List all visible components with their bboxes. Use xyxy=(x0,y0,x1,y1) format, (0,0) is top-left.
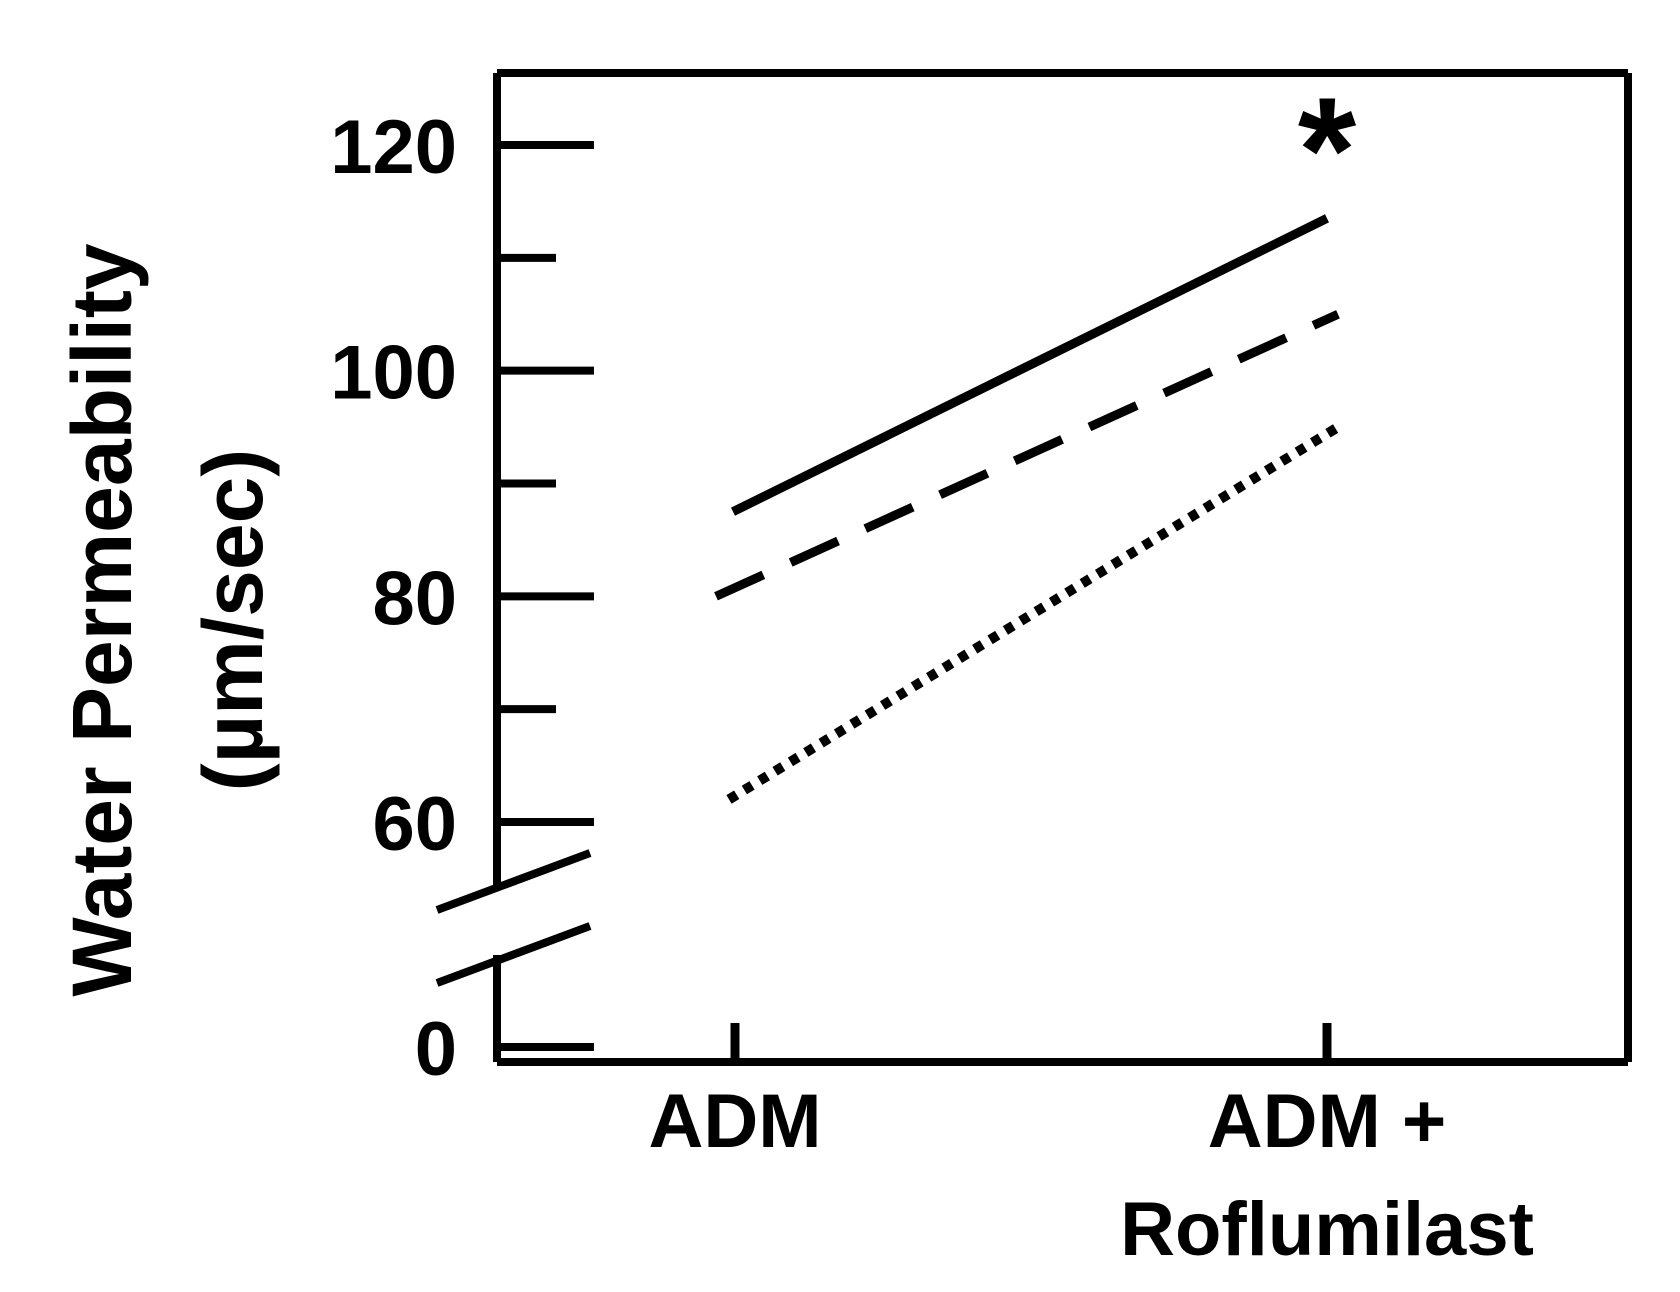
y-axis-unit: (µm/sec) xyxy=(186,449,280,792)
x-tick-label: ADM xyxy=(648,1079,821,1164)
plot-frame xyxy=(435,69,1632,1066)
y-tick-label: 120 xyxy=(330,105,457,190)
y-tick-label: 0 xyxy=(415,1007,457,1092)
x-tick-label-line: ADM + xyxy=(1208,1079,1447,1164)
series-line-dotted xyxy=(726,422,1341,804)
y-tick-label: 100 xyxy=(330,331,457,416)
series-line-solid xyxy=(731,214,1329,516)
x-tick-label-line: Roflumilast xyxy=(1120,1187,1534,1272)
y-tick-label: 60 xyxy=(372,782,457,867)
axis-break-mark xyxy=(435,922,592,987)
y-axis-title: Water Permeability xyxy=(55,243,149,996)
series-line-dashed xyxy=(714,310,1340,601)
x-tick-label: ADM + Roflumilast xyxy=(1120,1079,1534,1272)
significance-marker: * xyxy=(1298,66,1357,234)
axis-break-mark xyxy=(435,849,592,914)
y-tick-label: 80 xyxy=(372,556,457,641)
x-axis-ticks: ADM ADM + Roflumilast xyxy=(648,1023,1534,1272)
y-axis-label: Water Permeability (µm/sec) xyxy=(55,243,280,996)
x-tick-label-line: ADM xyxy=(648,1079,821,1164)
series-lines xyxy=(714,214,1341,804)
y-axis-ticks: 0 60 80 100 120 xyxy=(330,105,594,1092)
annotations: * xyxy=(1298,66,1357,234)
